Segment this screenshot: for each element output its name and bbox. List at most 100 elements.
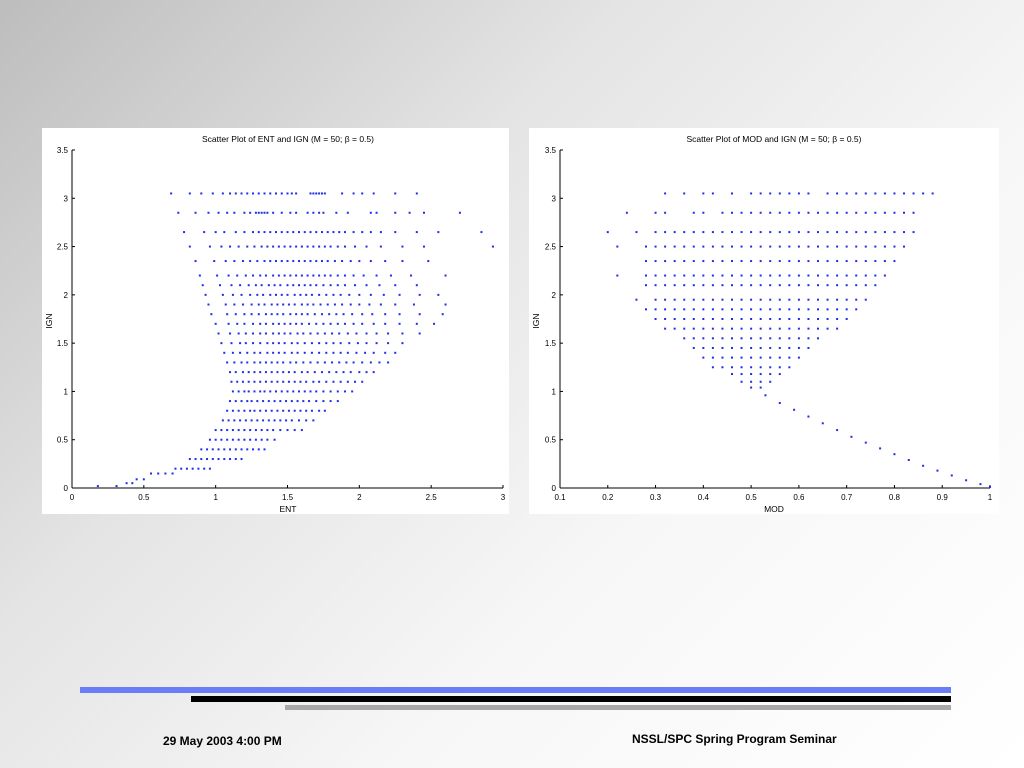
data-point (227, 322, 230, 325)
data-point (418, 332, 421, 335)
data-point (731, 231, 733, 234)
data-point (290, 351, 293, 354)
data-point (308, 400, 311, 403)
data-point (664, 192, 667, 195)
data-point (673, 274, 676, 277)
data-point (731, 337, 733, 340)
data-point (788, 274, 791, 277)
data-point (264, 274, 267, 277)
data-point (306, 313, 309, 316)
data-point (270, 303, 273, 306)
data-point (221, 293, 224, 296)
data-point (318, 274, 321, 277)
data-point (309, 390, 312, 393)
data-point (769, 337, 772, 340)
data-point (239, 284, 242, 287)
data-point (272, 351, 275, 354)
data-point (221, 419, 224, 422)
data-point (300, 429, 303, 432)
data-point (264, 322, 267, 325)
data-point (807, 308, 810, 311)
data-point (293, 293, 296, 296)
data-point (912, 231, 915, 234)
data-point (721, 337, 724, 340)
data-point (740, 308, 743, 311)
data-point (702, 318, 705, 320)
data-point (233, 419, 236, 422)
data-point (272, 211, 275, 214)
data-point (277, 322, 280, 325)
data-point (315, 400, 318, 403)
data-point (234, 192, 237, 195)
data-point (329, 400, 332, 403)
data-point (711, 231, 714, 234)
data-point (855, 211, 858, 214)
data-point (312, 192, 315, 195)
data-point (270, 313, 273, 316)
data-point (240, 458, 243, 461)
data-point (315, 260, 318, 263)
data-point (325, 342, 328, 345)
data-point (200, 458, 203, 461)
data-point (437, 293, 440, 296)
data-point (328, 371, 331, 374)
data-point (855, 231, 858, 234)
data-point (318, 245, 321, 248)
data-point (788, 298, 791, 301)
data-point (318, 342, 321, 345)
data-point (797, 245, 800, 248)
data-point (384, 260, 387, 263)
data-point (778, 337, 781, 340)
data-point (893, 231, 896, 234)
data-point (343, 231, 346, 234)
data-point (253, 351, 256, 354)
data-point (375, 332, 378, 335)
data-point (369, 293, 372, 296)
data-point (246, 448, 249, 451)
data-point (654, 308, 657, 311)
data-point (318, 293, 321, 296)
data-point (750, 380, 753, 383)
data-point (227, 419, 230, 422)
data-point (214, 429, 217, 432)
data-point (226, 361, 229, 364)
data-point (185, 467, 188, 470)
data-point (229, 332, 232, 335)
data-point (759, 274, 762, 277)
data-point (769, 298, 772, 301)
data-point (237, 332, 240, 335)
data-point (721, 318, 724, 320)
data-point (817, 245, 819, 248)
data-point (256, 293, 259, 296)
data-point (606, 231, 609, 234)
data-point (352, 274, 355, 277)
data-point (845, 308, 848, 311)
data-point (243, 322, 246, 325)
data-point (836, 318, 839, 320)
data-point (257, 192, 260, 195)
data-point (332, 231, 335, 234)
data-point (292, 390, 295, 393)
data-point (339, 342, 342, 345)
data-point (323, 409, 326, 412)
data-point (233, 211, 236, 214)
data-point (361, 361, 364, 364)
data-point (260, 429, 263, 432)
data-point (354, 284, 357, 287)
data-point (282, 303, 285, 306)
data-point (312, 419, 315, 422)
data-point (305, 419, 308, 422)
data-point (275, 293, 278, 296)
data-point (295, 361, 298, 364)
data-point (410, 274, 413, 277)
data-point (343, 390, 346, 393)
data-point (264, 371, 267, 374)
data-point (302, 400, 305, 403)
data-point (233, 303, 236, 306)
data-point (989, 486, 991, 489)
data-point (331, 361, 334, 364)
data-point (664, 327, 667, 330)
data-point (313, 313, 316, 316)
y-tick-label: 2.5 (57, 243, 69, 252)
data-point (229, 458, 232, 461)
